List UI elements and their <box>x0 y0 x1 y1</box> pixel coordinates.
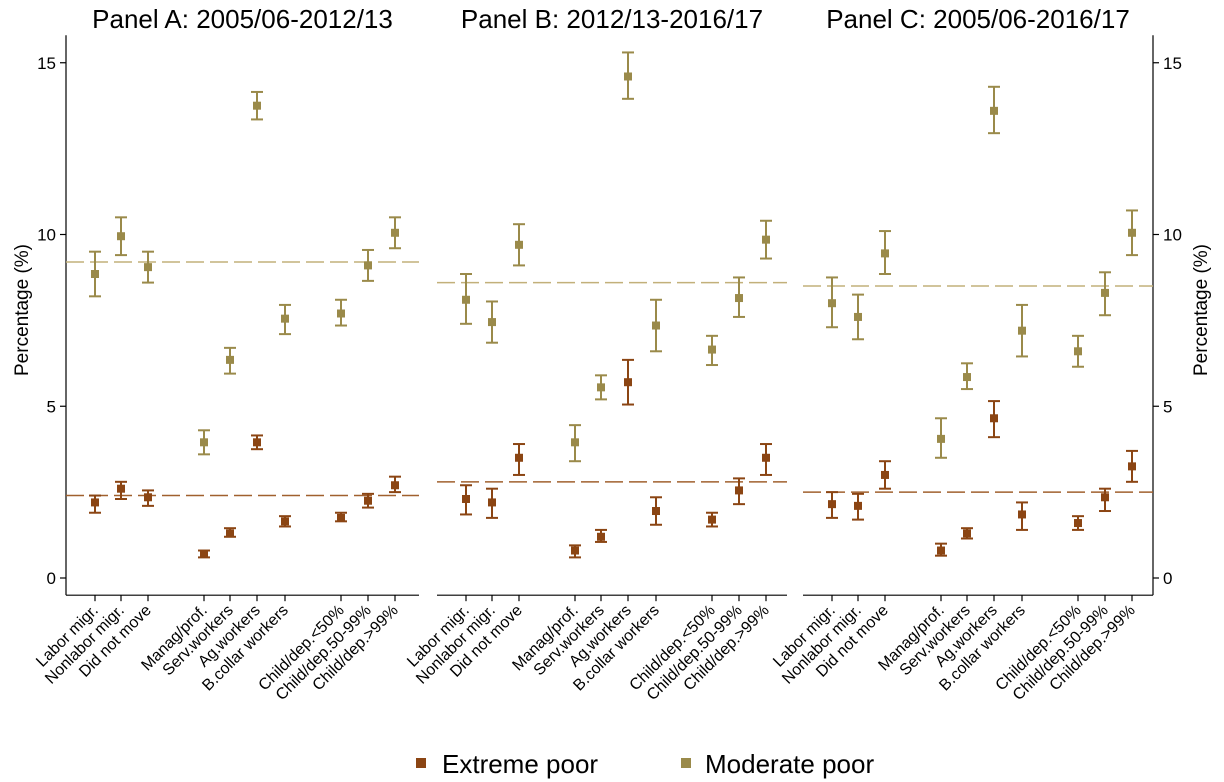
point-extreme <box>253 438 261 447</box>
point-extreme <box>1128 462 1136 471</box>
point-moderate <box>937 434 945 443</box>
legend: Extreme poor Moderate poor <box>416 749 874 779</box>
point-moderate <box>391 228 399 237</box>
y-axis-title-left: Percentage (%) <box>12 244 33 376</box>
point-extreme <box>281 517 289 526</box>
point-extreme <box>762 453 770 462</box>
point-extreme <box>881 470 889 479</box>
point-moderate <box>1018 326 1026 335</box>
point-extreme <box>91 498 99 507</box>
point-extreme <box>364 496 372 505</box>
point-extreme <box>624 378 632 387</box>
point-extreme <box>337 513 345 522</box>
legend-swatch-extreme <box>416 758 426 768</box>
point-moderate <box>624 72 632 81</box>
point-moderate <box>281 314 289 323</box>
point-moderate <box>762 235 770 244</box>
point-moderate <box>226 355 234 364</box>
point-extreme <box>571 546 579 555</box>
y-tick-label: 0 <box>1163 569 1172 588</box>
panel-title: Panel C: 2005/06-2016/17 <box>826 4 1130 34</box>
point-moderate <box>253 101 261 110</box>
point-moderate <box>364 261 372 270</box>
point-extreme <box>226 529 234 538</box>
point-moderate <box>1128 228 1136 237</box>
point-moderate <box>91 270 99 279</box>
point-moderate <box>735 294 743 303</box>
point-extreme <box>854 501 862 510</box>
point-extreme <box>488 498 496 507</box>
point-moderate <box>1101 288 1109 297</box>
point-moderate <box>828 299 836 308</box>
point-extreme <box>462 494 470 503</box>
y-tick-label: 10 <box>1163 226 1182 245</box>
point-extreme <box>117 484 125 493</box>
point-extreme <box>597 532 605 541</box>
y-tick-label: 0 <box>47 569 56 588</box>
y-tick-label: 15 <box>37 54 56 73</box>
point-moderate <box>488 318 496 327</box>
point-extreme <box>735 486 743 495</box>
point-extreme <box>963 529 971 538</box>
point-extreme <box>1018 510 1026 519</box>
legend-label-moderate: Moderate poor <box>705 749 874 779</box>
point-extreme <box>1074 519 1082 528</box>
point-moderate <box>337 309 345 318</box>
y-tick-label: 15 <box>1163 54 1182 73</box>
point-moderate <box>515 240 523 249</box>
point-moderate <box>708 345 716 354</box>
point-moderate <box>144 263 152 272</box>
point-moderate <box>571 438 579 447</box>
point-extreme <box>828 500 836 509</box>
point-extreme <box>708 515 716 524</box>
point-moderate <box>652 321 660 330</box>
y-tick-label: 5 <box>47 397 56 416</box>
point-extreme <box>990 414 998 423</box>
point-extreme <box>652 507 660 516</box>
point-moderate <box>117 232 125 241</box>
point-extreme <box>391 481 399 490</box>
point-moderate <box>1074 347 1082 356</box>
panel-title: Panel B: 2012/13-2016/17 <box>461 4 763 34</box>
point-moderate <box>990 106 998 115</box>
point-extreme <box>200 549 208 558</box>
y-tick-label: 10 <box>37 226 56 245</box>
y-tick-label: 5 <box>1163 397 1172 416</box>
point-extreme <box>515 453 523 462</box>
point-moderate <box>597 383 605 392</box>
y-axis-title-right: Percentage (%) <box>1191 244 1212 376</box>
point-extreme <box>1101 493 1109 502</box>
point-moderate <box>881 249 889 258</box>
point-extreme <box>144 493 152 502</box>
point-moderate <box>462 295 470 304</box>
point-moderate <box>963 373 971 382</box>
legend-swatch-moderate <box>681 758 691 768</box>
legend-label-extreme: Extreme poor <box>442 749 598 779</box>
panel-title: Panel A: 2005/06-2012/13 <box>92 4 393 34</box>
point-moderate <box>854 312 862 321</box>
point-extreme <box>937 546 945 555</box>
point-moderate <box>200 438 208 447</box>
